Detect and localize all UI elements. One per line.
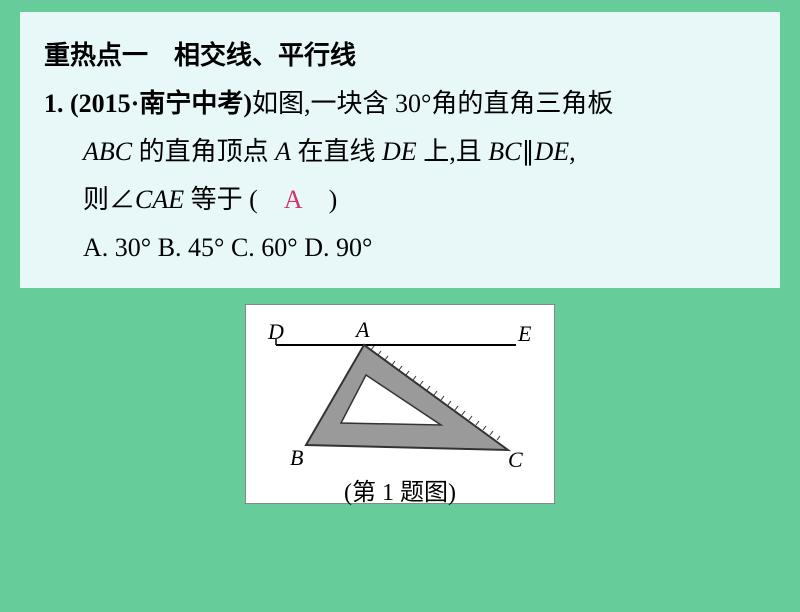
question-source: (2015·南宁中考) xyxy=(70,89,252,118)
q-line1-text: 如图,一块含 30°角的直角三角板 xyxy=(252,89,613,118)
label-b: B xyxy=(290,445,303,470)
label-a: A xyxy=(354,317,370,342)
label-d: D xyxy=(267,319,284,344)
figure-wrap: D A E B C (第 1 题图) xyxy=(0,304,800,507)
question-line-3: 则∠CAE 等于 ( A ) xyxy=(44,176,756,224)
label-e: E xyxy=(517,321,532,346)
option-d: D. 90° xyxy=(304,233,372,262)
question-number: 1. xyxy=(44,89,64,118)
option-c: C. 60° xyxy=(231,233,298,262)
question-line-1: 1. (2015·南宁中考)如图,一块含 30°角的直角三角板 xyxy=(44,80,756,128)
paren-open: ( xyxy=(249,185,258,214)
options-row: A. 30° B. 45° C. 60° D. 90° xyxy=(44,224,756,272)
answer-letter: A xyxy=(284,185,303,214)
question-block: 重热点一 相交线、平行线 1. (2015·南宁中考)如图,一块含 30°角的直… xyxy=(20,12,780,288)
question-line-2: ABC 的直角顶点 A 在直线 DE 上,且 BC∥DE, xyxy=(44,128,756,176)
section-title: 重热点一 相交线、平行线 xyxy=(44,32,756,80)
paren-close: ) xyxy=(329,185,338,214)
triangle-outer xyxy=(306,345,508,450)
option-a: A. 30° xyxy=(83,233,151,262)
answer-paren: ( A ) xyxy=(249,185,337,214)
label-c: C xyxy=(508,447,523,472)
option-b: B. 45° xyxy=(158,233,225,262)
figure-caption: (第 1 题图) xyxy=(344,472,456,507)
q-line3-left: 则∠CAE 等于 xyxy=(83,185,243,214)
